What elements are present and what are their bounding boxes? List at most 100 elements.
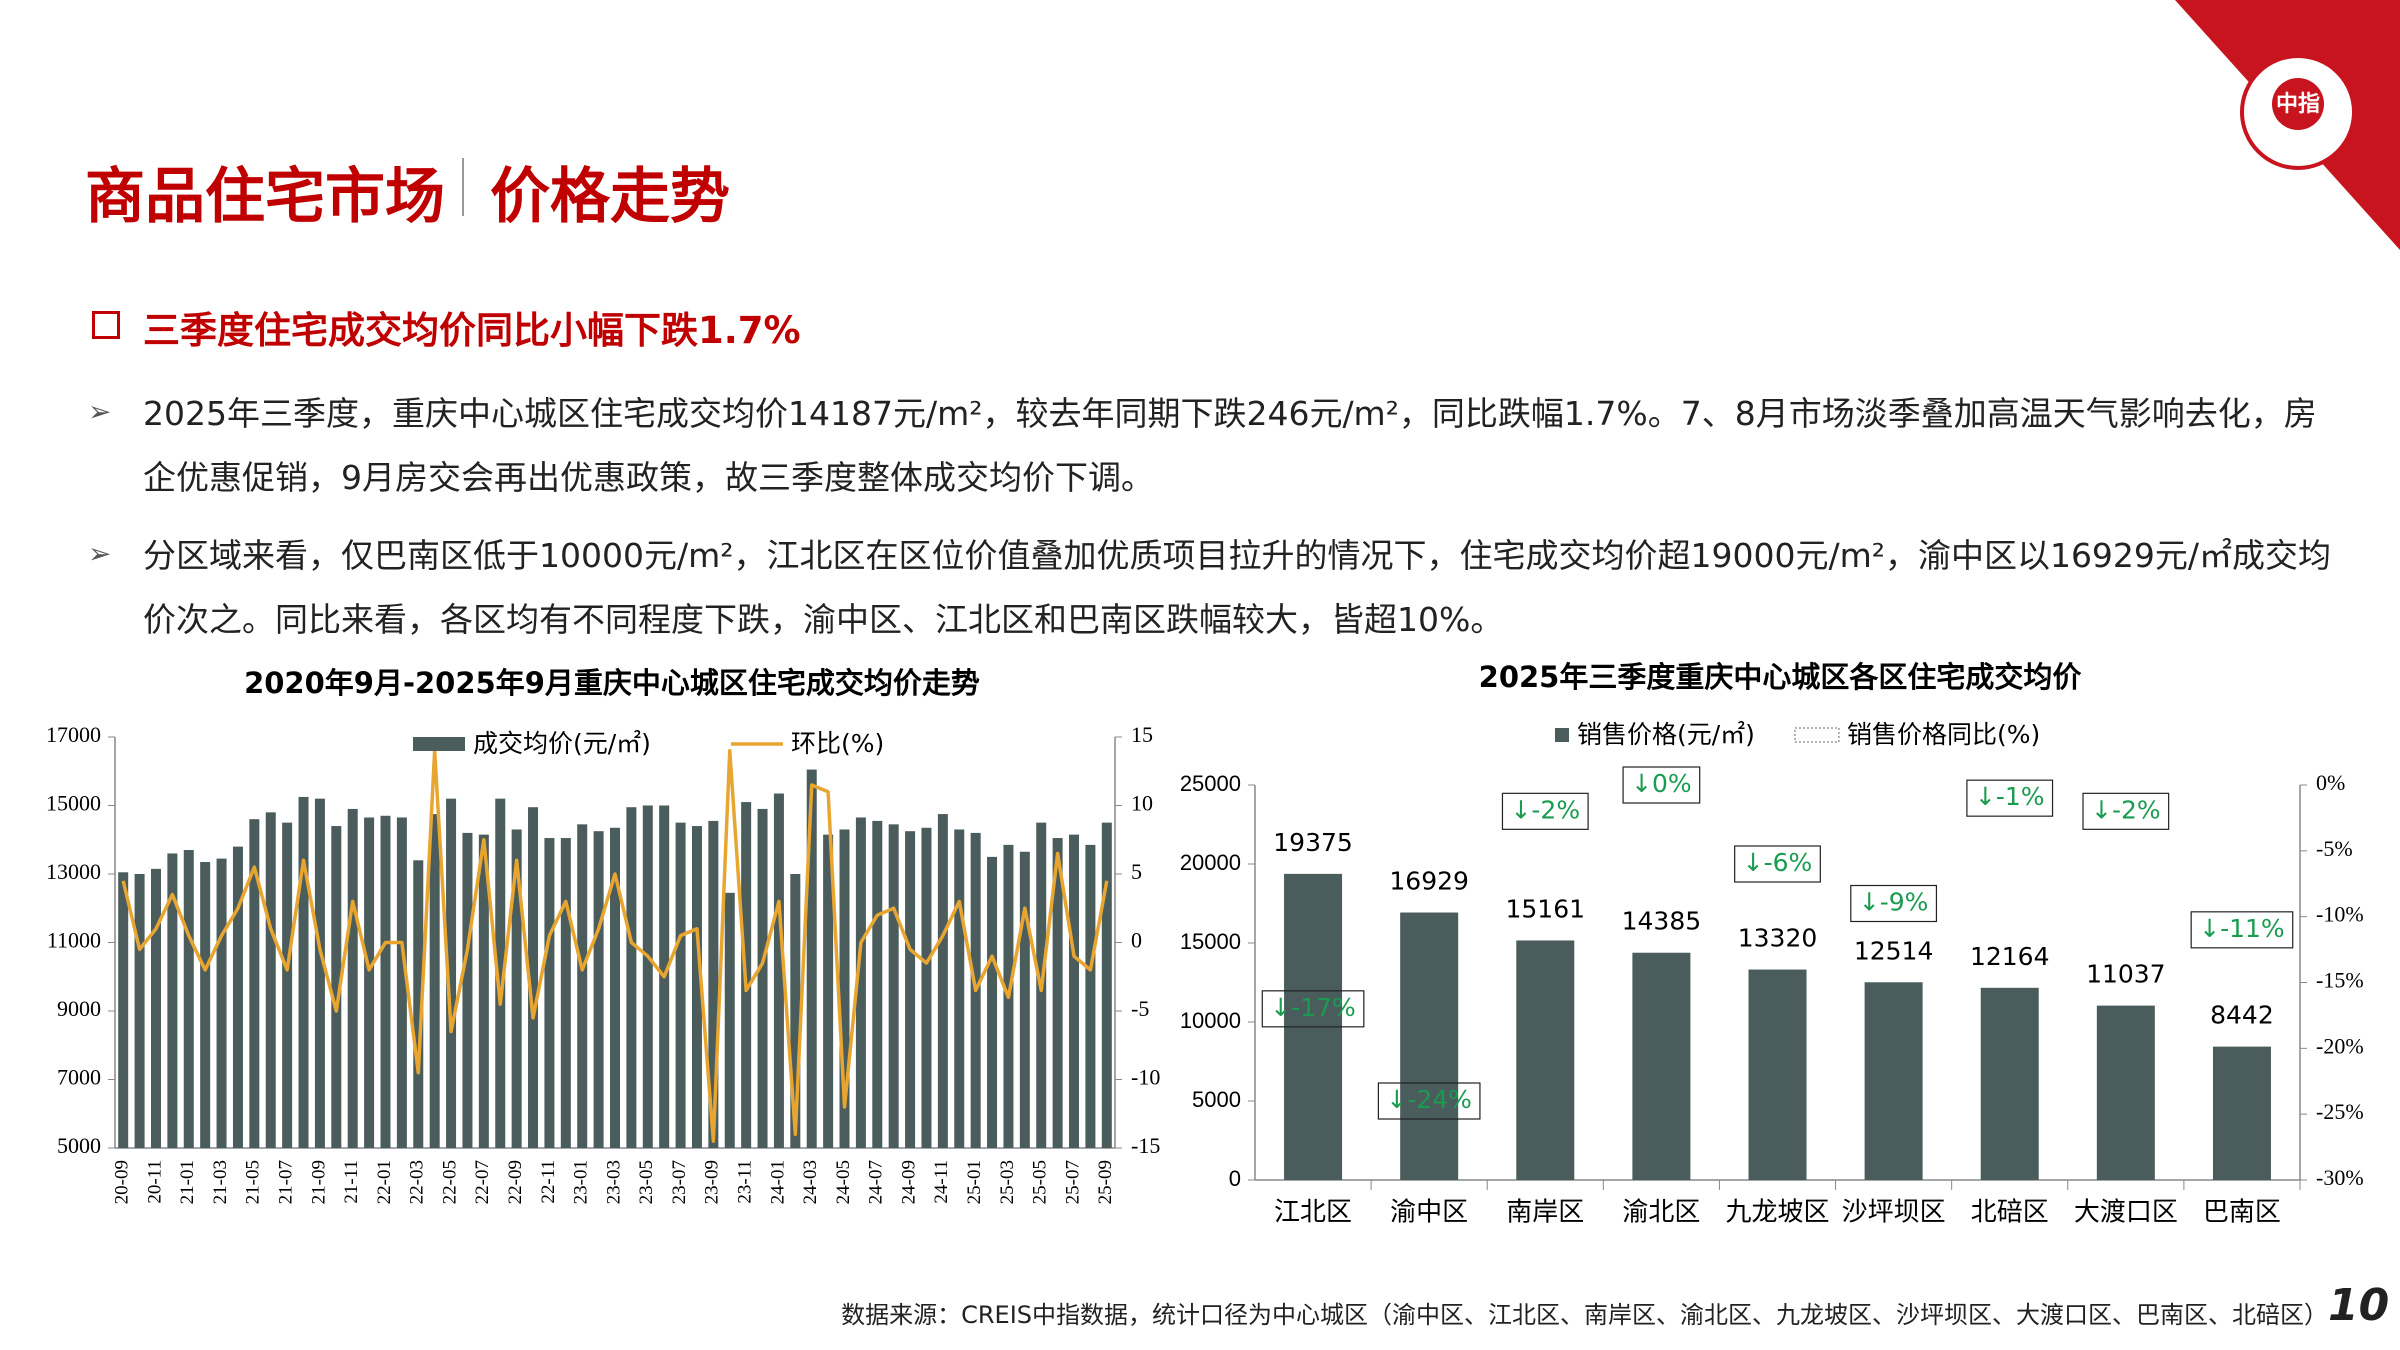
bar <box>888 824 899 1148</box>
bar <box>314 798 325 1148</box>
bar <box>1052 838 1063 1148</box>
bar <box>954 829 965 1148</box>
x-tick-label: 22-07 <box>472 1160 493 1204</box>
yoy-box <box>1501 792 1589 830</box>
bar <box>823 834 834 1148</box>
bullet-text: 2025年三季度，重庆中心城区住宅成交均价14187元/m²，较去年同期下跌24… <box>143 394 2317 497</box>
legend-label: 销售价格同比(%) <box>1847 720 2040 749</box>
bar <box>610 827 620 1148</box>
y2-tick-label: 0 <box>1131 928 1142 953</box>
yoy-label: ↓0% <box>1631 769 1692 798</box>
line <box>121 748 1109 1143</box>
bar <box>642 805 653 1148</box>
yoy-label: ↓-2% <box>2091 795 2161 824</box>
bar <box>347 808 358 1148</box>
x-tick-label: 25-03 <box>997 1160 1018 1204</box>
y2-tick-label: -5 <box>1131 996 1149 1021</box>
y-tick-label: 11000 <box>47 928 101 953</box>
bar <box>757 808 768 1148</box>
x-tick-label: 22-09 <box>505 1160 526 1204</box>
y-tick-label: 15000 <box>46 791 101 816</box>
bar <box>560 838 571 1148</box>
data-label: 15161 <box>1506 894 1586 923</box>
bullet-arrow: ➢ <box>88 395 112 428</box>
bar <box>183 850 194 1148</box>
bar <box>282 822 293 1148</box>
bar <box>150 868 161 1148</box>
yoy-box <box>2190 911 2294 949</box>
bar <box>429 814 440 1148</box>
legend-label: 销售价格(元/㎡) <box>1577 720 1755 749</box>
bar <box>364 817 375 1148</box>
bar <box>855 817 866 1148</box>
bar <box>167 853 178 1148</box>
bar <box>577 824 588 1148</box>
x-tick-label: 22-11 <box>538 1160 559 1204</box>
data-label: 12164 <box>1970 942 2050 971</box>
title-suffix: 价格走势 <box>490 162 730 232</box>
x-tick-label: 渝中区 <box>1390 1198 1468 1228</box>
x-tick-label: 20-11 <box>144 1160 165 1204</box>
x-tick-label: 24-01 <box>767 1160 788 1204</box>
y2-tick-label: -20% <box>2316 1033 2364 1058</box>
yoy-label: ↓-1% <box>1975 782 2045 811</box>
legend-swatch <box>1555 728 1569 742</box>
y-tick-label: 20000 <box>1180 850 1241 875</box>
bar <box>1400 912 1459 1180</box>
data-label: 12514 <box>1854 936 1934 965</box>
x-tick-label: 25-07 <box>1062 1160 1083 1204</box>
bar <box>396 817 407 1148</box>
data-label: 13320 <box>1738 924 1818 953</box>
x-tick-label: 23-03 <box>603 1160 624 1204</box>
y-tick-label: 25000 <box>1180 771 1241 796</box>
bar <box>724 892 735 1148</box>
yoy-label: ↓-9% <box>1859 888 1929 917</box>
x-tick-label: 23-01 <box>571 1160 592 1204</box>
x-tick-label: 21-03 <box>210 1160 231 1204</box>
bar <box>462 832 473 1148</box>
bar <box>1864 982 1923 1180</box>
x-tick-label: 巴南区 <box>2203 1198 2281 1228</box>
y2-tick-label: -30% <box>2316 1165 2364 1190</box>
bar <box>249 819 260 1148</box>
bar <box>987 856 998 1148</box>
bar <box>1069 834 1080 1148</box>
bar <box>1748 969 1807 1180</box>
x-tick-label: 25-05 <box>1030 1160 1051 1204</box>
x-tick-label: 北碚区 <box>1971 1198 2049 1228</box>
bar <box>446 798 457 1148</box>
bar <box>1516 940 1575 1180</box>
bar <box>708 820 719 1148</box>
y-tick-label: 10000 <box>1180 1008 1241 1033</box>
yoy-label: ↓-2% <box>1510 795 1580 824</box>
bar <box>232 846 243 1148</box>
bar <box>1019 851 1030 1148</box>
bar <box>790 874 801 1148</box>
bar <box>1980 987 2039 1180</box>
x-tick-label: 24-05 <box>833 1160 854 1204</box>
legend-swatch <box>413 737 465 751</box>
x-tick-label: 23-11 <box>735 1160 756 1204</box>
bullet-text: 分区域来看，仅巴南区低于10000元/m²，江北区在区位价值叠加优质项目拉升的情… <box>143 536 2332 639</box>
y-tick-label: 7000 <box>57 1065 101 1090</box>
bar <box>839 829 850 1148</box>
yoy-box <box>1850 884 1938 923</box>
bar <box>1632 952 1691 1180</box>
y2-tick-label: -15% <box>2316 968 2364 993</box>
x-tick-label: 21-11 <box>341 1160 362 1204</box>
bar <box>937 814 948 1148</box>
x-tick-label: 大渡口区 <box>2074 1198 2178 1228</box>
legend-swatch <box>1794 727 1840 743</box>
x-tick-label: 23-07 <box>669 1160 690 1204</box>
bar <box>478 834 489 1148</box>
yoy-box <box>1966 779 2054 817</box>
title: 商品住宅市场 <box>85 162 445 232</box>
bar <box>200 862 211 1148</box>
bar <box>872 820 883 1148</box>
bar <box>905 831 916 1148</box>
yoy-label: ↓-24% <box>1386 1085 1472 1114</box>
bar <box>298 796 309 1148</box>
x-tick-label: 22-05 <box>439 1160 460 1204</box>
